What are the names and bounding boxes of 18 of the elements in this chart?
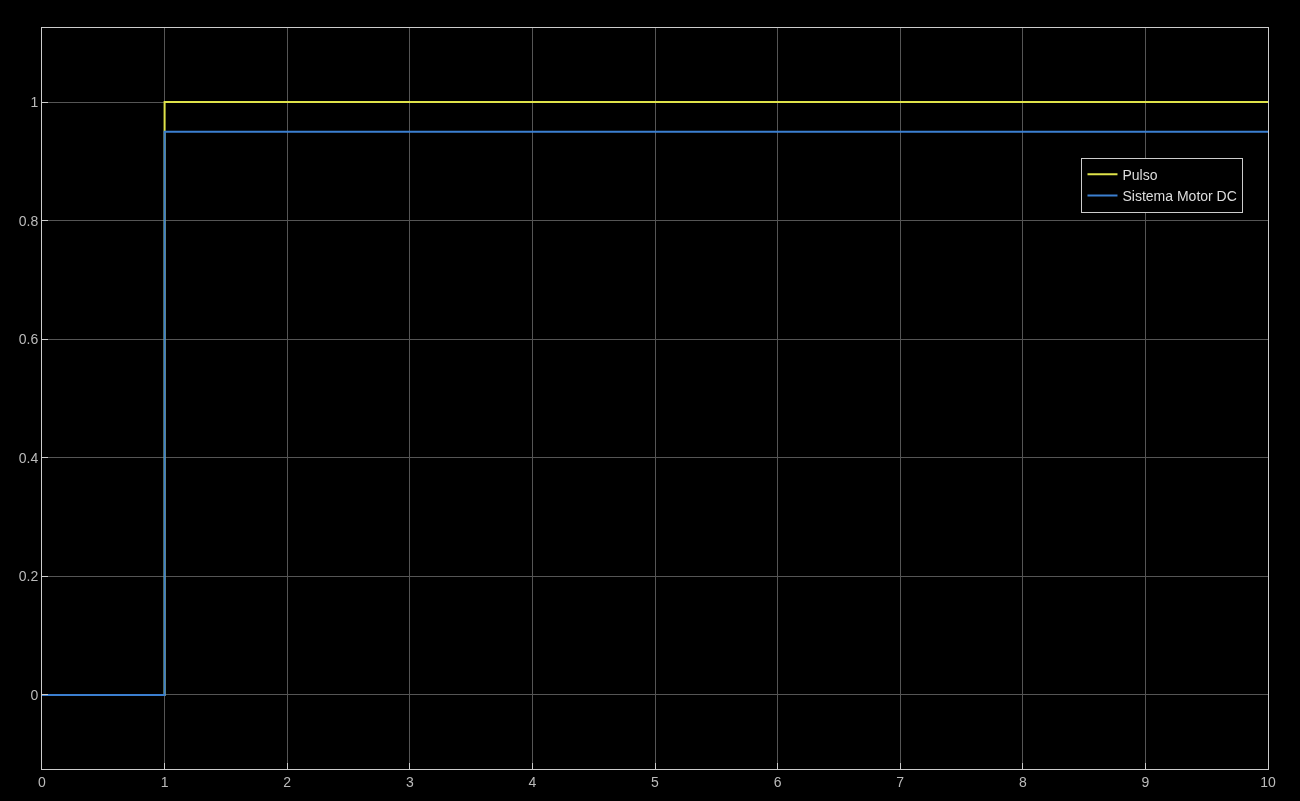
y-tick-label: 0 bbox=[30, 686, 39, 703]
x-tick-label: 2 bbox=[283, 773, 292, 790]
x-tick-label: 5 bbox=[651, 773, 660, 790]
x-tick-label: 1 bbox=[160, 773, 169, 790]
x-tick-label: 8 bbox=[1018, 773, 1027, 790]
x-tick-label: 7 bbox=[896, 773, 905, 790]
legend-label: Sistema Motor DC bbox=[1122, 187, 1237, 204]
legend-label: Pulso bbox=[1122, 166, 1158, 183]
y-tick-label: 0.4 bbox=[18, 449, 39, 466]
x-tick-label: 10 bbox=[1260, 773, 1276, 790]
x-tick-label: 3 bbox=[405, 773, 414, 790]
y-tick-label: 0.2 bbox=[18, 568, 39, 585]
x-tick-label: 4 bbox=[528, 773, 537, 790]
x-tick-label: 9 bbox=[1141, 773, 1150, 790]
y-tick-label: 0.6 bbox=[18, 331, 39, 348]
x-tick-label: 6 bbox=[773, 773, 782, 790]
y-tick-label: 0.8 bbox=[18, 212, 39, 229]
y-tick-label: 1 bbox=[30, 94, 39, 110]
